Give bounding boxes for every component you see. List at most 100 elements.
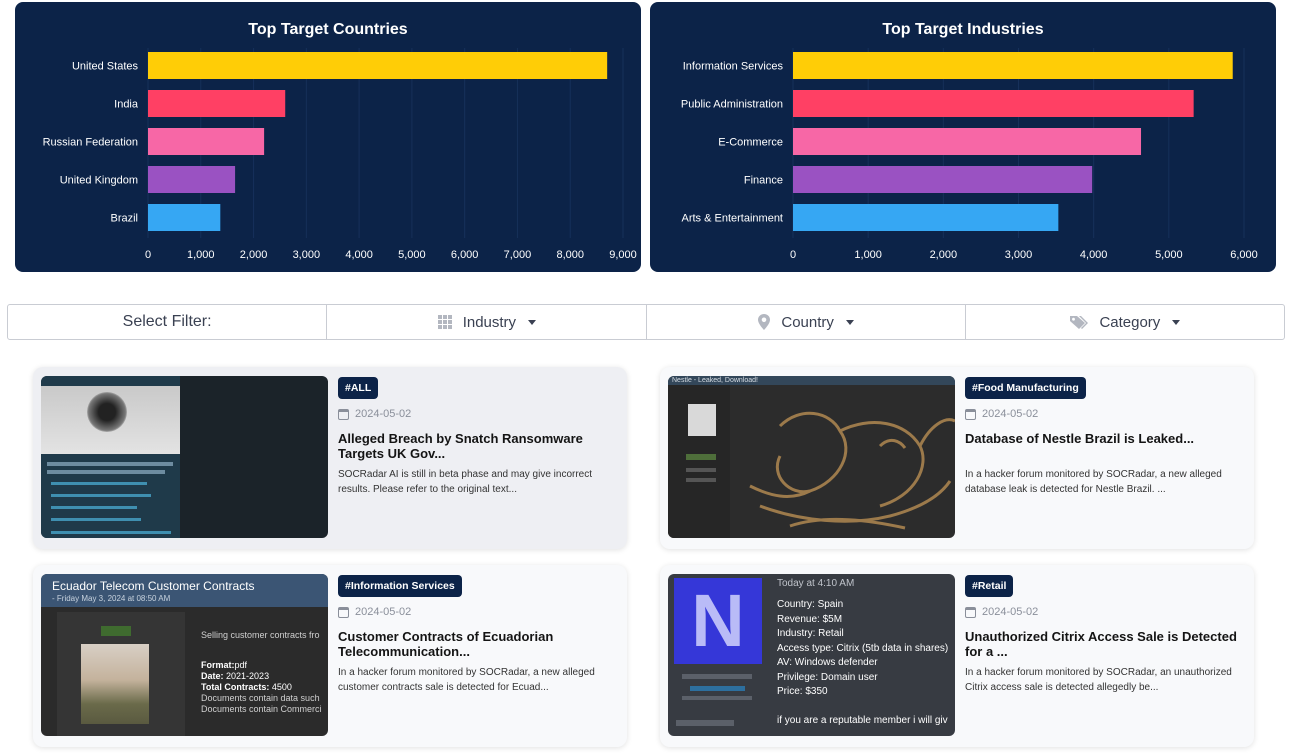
category-label: India (114, 99, 139, 111)
bar-united-kingdom[interactable] (148, 166, 236, 193)
thumb-line: Access type: Citrix (5tb data in shares) (777, 643, 949, 654)
bar-finance[interactable] (793, 166, 1093, 193)
thumb-line: Country: Spain (777, 599, 844, 610)
industry-dropdown-label: Industry (462, 313, 517, 331)
chevron-down-icon (845, 319, 854, 325)
news-card[interactable]: Ecuador Telecom Customer Contracts - Fri… (33, 565, 627, 747)
category-label: United Kingdom (60, 175, 138, 187)
card-title[interactable]: Customer Contracts of Ecuadorian Telecom… (338, 629, 554, 659)
date-text: 2024-05-02 (982, 606, 1039, 618)
card-description: SOCRadar AI is still in beta phase and m… (338, 469, 593, 495)
tick-label: 0 (790, 249, 796, 261)
card-thumbnail[interactable]: N Today at 4:10 AM Country: Spain Revenu… (668, 574, 955, 736)
chart-title-industries: Top Target Industries (882, 21, 1044, 38)
filter-label-cell: Select Filter: (8, 305, 328, 339)
tick-label: 5,000 (1155, 249, 1183, 261)
card-title[interactable]: Database of Nestle Brazil is Leaked... (965, 431, 1195, 446)
thumb-header: Nestle - Leaked, Download! (672, 377, 758, 384)
tick-label: 7,000 (504, 249, 532, 261)
card-body: #Information Services 2024-05-02 Custome… (338, 565, 619, 747)
card-date: 2024-05-02 (965, 408, 1038, 420)
tick-label: 3,000 (1005, 249, 1033, 261)
calendar-icon (965, 606, 976, 618)
category-label: Information Services (683, 61, 784, 73)
tick-label: 1,000 (187, 249, 215, 261)
category-dropdown-label: Category (1099, 313, 1161, 331)
card-thumbnail[interactable] (41, 376, 328, 538)
bar-arts-entertainment[interactable] (793, 204, 1059, 231)
bar-information-services[interactable] (793, 52, 1233, 79)
card-description: In a hacker forum monitored by SOCRadar,… (338, 667, 595, 693)
calendar-icon (338, 408, 349, 420)
thumb-line: Price: $350 (777, 686, 828, 697)
bar-russian-federation[interactable] (148, 128, 265, 155)
calendar-icon (338, 606, 349, 618)
tick-label: 0 (145, 249, 151, 261)
chevron-down-icon (528, 319, 537, 325)
top-target-countries-chart: Top Target Countries United States India R… (15, 2, 641, 272)
date-text: 2024-05-02 (355, 606, 412, 618)
bar-india[interactable] (148, 90, 286, 117)
card-thumbnail[interactable]: Nestle - Leaked, Download! (668, 376, 955, 538)
filter-label: Select Filter: (122, 313, 212, 330)
top-target-industries-chart: Top Target Industries Information Servic… (650, 2, 1276, 272)
thumb-total: Total Contracts: 4500 (201, 682, 292, 692)
thumb-line1: Documents contain data such (201, 693, 320, 703)
card-thumbnail[interactable]: Ecuador Telecom Customer Contracts - Fri… (41, 574, 328, 736)
thumb-line: AV: Windows defender (777, 657, 878, 668)
category-dropdown[interactable]: Category (966, 305, 1284, 339)
thumb-line: Industry: Retail (777, 628, 844, 639)
nestle-birds-illustration (749, 411, 955, 530)
category-label: Finance (744, 175, 783, 187)
bar-e-commerce[interactable] (793, 128, 1142, 155)
category-tag[interactable]: #Retail (965, 575, 1014, 597)
country-dropdown-label: Country (781, 313, 834, 331)
industry-dropdown[interactable]: Industry (327, 305, 647, 339)
tick-label: 2,000 (240, 249, 268, 261)
grid-icon (437, 315, 452, 329)
card-date: 2024-05-02 (965, 606, 1038, 618)
map-pin-icon (758, 314, 771, 330)
category-label: Arts & Entertainment (682, 213, 784, 225)
news-card[interactable]: N Today at 4:10 AM Country: Spain Revenu… (660, 565, 1254, 747)
countries-bar-chart: United States India Russian Federation Unit… (43, 48, 637, 261)
thumb-line: Privilege: Domain user (777, 672, 878, 683)
tick-label: 6,000 (1230, 249, 1258, 261)
bar-public-administration[interactable] (793, 90, 1194, 117)
chart-title-countries: Top Target Countries (248, 21, 408, 38)
tick-label: 9,000 (609, 249, 637, 261)
card-body: #Retail 2024-05-02 Unauthorized Citrix A… (965, 565, 1246, 747)
chevron-down-icon (1172, 319, 1181, 325)
bar-united-states[interactable] (148, 52, 608, 79)
tick-label: 6,000 (451, 249, 479, 261)
tick-label: 5,000 (398, 249, 426, 261)
date-text: 2024-05-02 (355, 408, 412, 420)
country-dropdown[interactable]: Country (647, 305, 966, 339)
card-title[interactable]: Alleged Breach by Snatch Ransomware Targ… (338, 431, 583, 461)
news-card[interactable]: #ALL 2024-05-02 Alleged Breach by Snatch… (33, 367, 627, 549)
card-body: #ALL 2024-05-02 Alleged Breach by Snatch… (338, 367, 619, 549)
avatar: N (674, 578, 762, 664)
thumb-header: Ecuador Telecom Customer Contracts (52, 579, 255, 593)
industries-bar-chart: Information Services Public Administratio… (681, 48, 1258, 261)
thumb-format: Format:pdf (201, 660, 248, 670)
card-description: In a hacker forum monitored by SOCRadar,… (965, 469, 1222, 495)
category-label: Public Administration (681, 99, 783, 111)
tags-icon (1070, 316, 1089, 329)
news-card[interactable]: Nestle - Leaked, Download! #Food Manufac… (660, 367, 1254, 549)
category-tag[interactable]: #Information Services (338, 575, 462, 597)
thumb-sub: - Friday May 3, 2024 at 08:50 AM (52, 594, 171, 603)
card-body: #Food Manufacturing 2024-05-02 Database … (965, 367, 1246, 549)
category-tag[interactable]: #ALL (338, 377, 379, 399)
tick-label: 1,000 (854, 249, 882, 261)
thumb-time: Today at 4:10 AM (777, 578, 855, 589)
category-tag[interactable]: #Food Manufacturing (965, 377, 1086, 399)
calendar-icon (965, 408, 976, 420)
card-date: 2024-05-02 (338, 606, 411, 618)
category-label: Brazil (110, 213, 138, 225)
bar-brazil[interactable] (148, 204, 221, 231)
card-date: 2024-05-02 (338, 408, 411, 420)
category-label: Russian Federation (43, 137, 138, 149)
thumb-line2: Documents contain Commerci (201, 704, 322, 714)
card-title[interactable]: Unauthorized Citrix Access Sale is Detec… (965, 629, 1237, 659)
